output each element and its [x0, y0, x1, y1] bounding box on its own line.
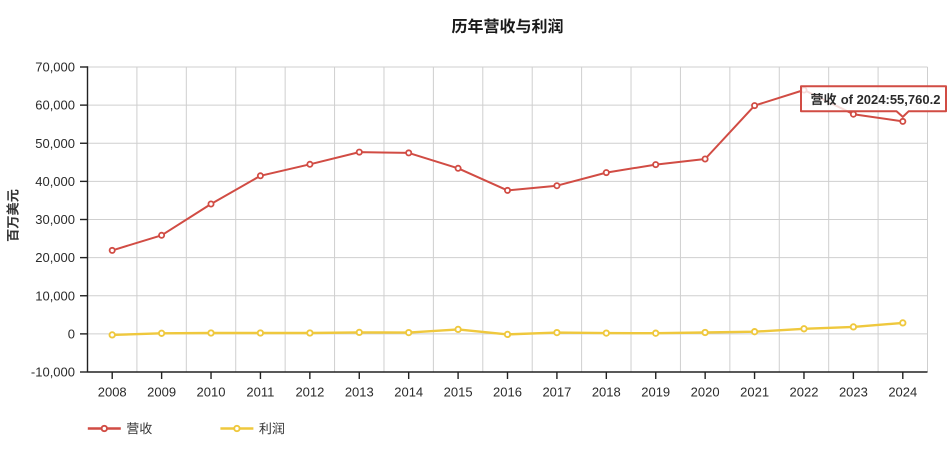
svg-text:2024: 2024: [888, 385, 917, 400]
svg-text:40,000: 40,000: [35, 174, 75, 189]
svg-text:50,000: 50,000: [35, 136, 75, 151]
svg-text:2021: 2021: [740, 385, 769, 400]
svg-text:0: 0: [68, 327, 75, 342]
svg-text:2008: 2008: [98, 385, 127, 400]
svg-text:2017: 2017: [542, 385, 571, 400]
svg-text:2020: 2020: [691, 385, 720, 400]
svg-text:2019: 2019: [641, 385, 670, 400]
svg-text:2015: 2015: [444, 385, 473, 400]
svg-text:of 2024:55,760.2: of 2024:55,760.2: [841, 92, 941, 107]
svg-text:2013: 2013: [345, 385, 374, 400]
svg-text:2011: 2011: [246, 385, 274, 400]
svg-text:2022: 2022: [790, 385, 819, 400]
svg-text:30,000: 30,000: [35, 212, 75, 227]
svg-text:-10,000: -10,000: [31, 365, 75, 380]
svg-text:2016: 2016: [493, 385, 522, 400]
svg-text:10,000: 10,000: [35, 288, 75, 303]
svg-text:70,000: 70,000: [35, 60, 75, 75]
svg-text:2023: 2023: [839, 385, 868, 400]
svg-text:2012: 2012: [295, 385, 324, 400]
svg-text:2009: 2009: [147, 385, 176, 400]
svg-text:20,000: 20,000: [35, 250, 75, 265]
svg-text:2014: 2014: [394, 385, 423, 400]
svg-text:2018: 2018: [592, 385, 621, 400]
svg-text:60,000: 60,000: [35, 98, 75, 113]
svg-text:2010: 2010: [197, 385, 226, 400]
